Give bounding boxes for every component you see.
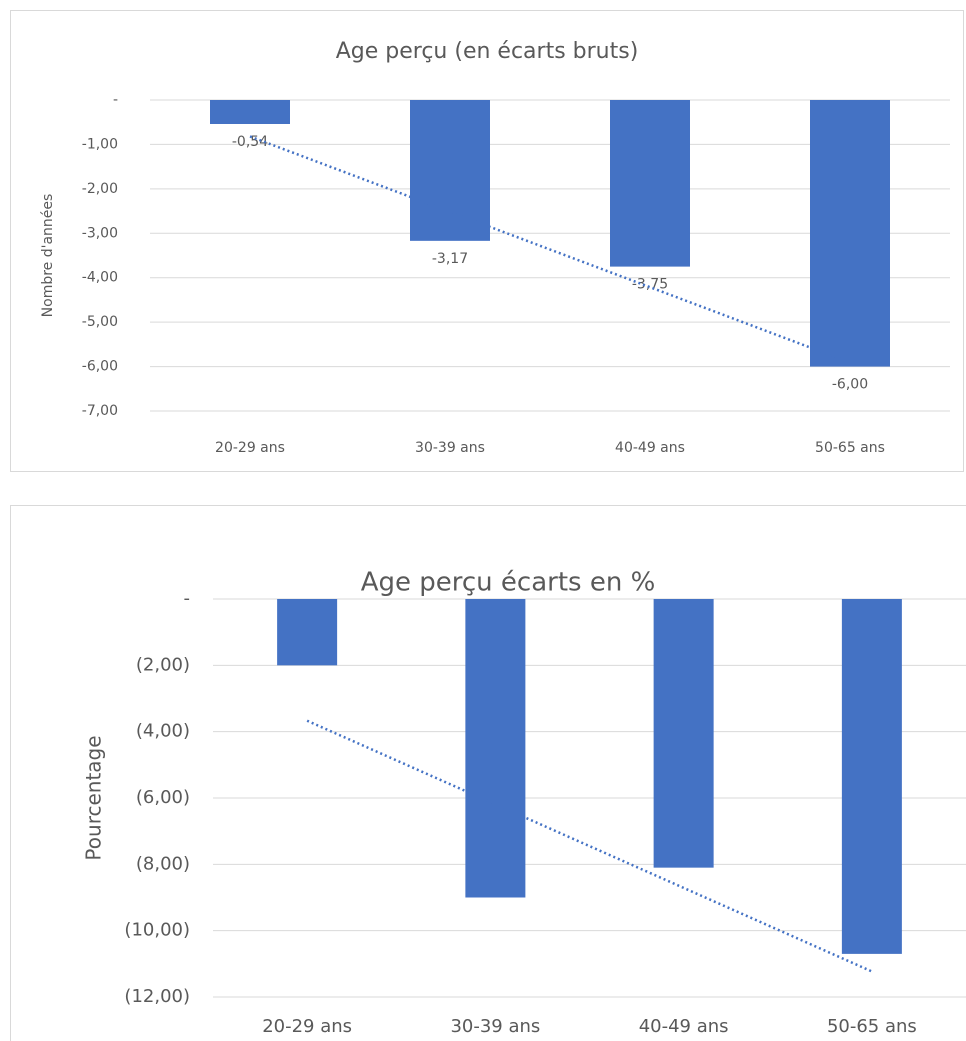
y-tick-label: (6,00) <box>136 787 190 808</box>
chart-title: Age perçu (en écarts bruts) <box>336 39 639 64</box>
data-label: -0,54 <box>232 134 268 150</box>
y-tick-label: -3,00 <box>82 225 118 241</box>
data-label: -3,17 <box>432 251 468 267</box>
y-tick-label: (12,00) <box>124 986 190 1007</box>
y-tick-label: -2,00 <box>82 181 118 197</box>
y-tick-label: (10,00) <box>124 920 190 941</box>
bar <box>410 100 490 241</box>
bar <box>610 100 690 267</box>
x-tick-label: 20-29 ans <box>215 440 285 456</box>
bar <box>277 599 338 666</box>
bar <box>810 100 890 367</box>
data-label: -6,00 <box>832 377 868 393</box>
y-tick-label: -1,00 <box>82 136 118 152</box>
y-axis-label: Pourcentage <box>82 735 106 860</box>
x-tick-label: 20-29 ans <box>262 1016 352 1037</box>
y-tick-label: - <box>113 92 118 108</box>
y-tick-label: (4,00) <box>136 721 190 742</box>
y-tick-label: -7,00 <box>82 403 118 419</box>
bar <box>653 599 714 868</box>
data-label: -3,75 <box>632 277 668 293</box>
chart-frame <box>10 10 964 472</box>
bar <box>465 599 526 898</box>
x-tick-label: 50-65 ans <box>815 440 885 456</box>
bar <box>841 599 902 954</box>
x-tick-label: 40-49 ans <box>639 1016 729 1037</box>
x-tick-label: 50-65 ans <box>827 1016 917 1037</box>
bar <box>210 100 290 124</box>
y-tick-label: -6,00 <box>82 359 118 375</box>
y-axis-label: Nombre d'années <box>40 194 56 318</box>
y-tick-label: (8,00) <box>136 853 190 874</box>
x-tick-label: 30-39 ans <box>415 440 485 456</box>
x-tick-label: 40-49 ans <box>615 440 685 456</box>
chart-title: Age perçu écarts en % <box>361 568 656 598</box>
y-tick-label: (2,00) <box>136 654 190 675</box>
y-tick-label: - <box>184 588 191 609</box>
x-tick-label: 30-39 ans <box>450 1016 540 1037</box>
y-tick-label: -4,00 <box>82 270 118 286</box>
y-tick-label: -5,00 <box>82 314 118 330</box>
trendline <box>249 135 851 364</box>
